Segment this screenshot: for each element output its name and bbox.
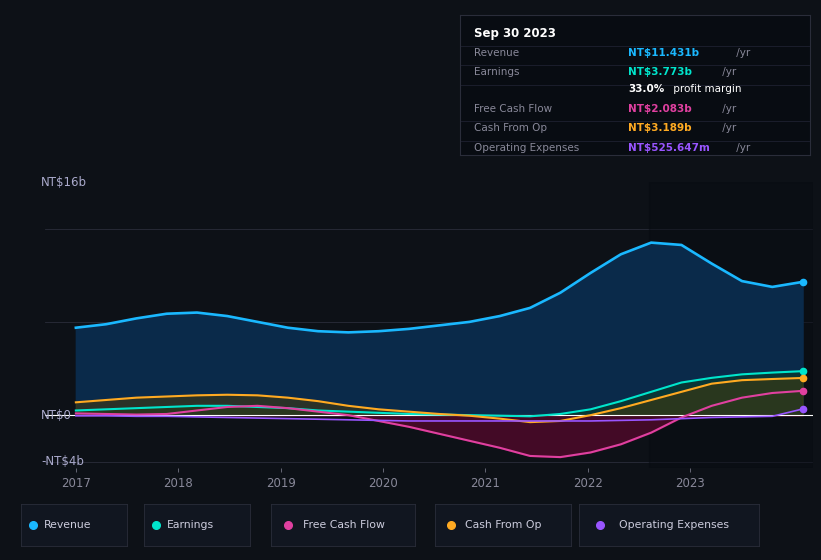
Text: /yr: /yr — [719, 67, 736, 77]
Text: Operating Expenses: Operating Expenses — [474, 143, 580, 153]
Text: -NT$4b: -NT$4b — [41, 455, 84, 468]
Text: Cash From Op: Cash From Op — [474, 123, 547, 133]
Text: 33.0%: 33.0% — [628, 84, 664, 94]
Text: NT$525.647m: NT$525.647m — [628, 143, 710, 153]
Text: Earnings: Earnings — [474, 67, 520, 77]
Text: profit margin: profit margin — [670, 84, 741, 94]
Text: Sep 30 2023: Sep 30 2023 — [474, 27, 556, 40]
Text: Revenue: Revenue — [44, 520, 91, 530]
Text: NT$0: NT$0 — [41, 409, 72, 422]
Text: NT$3.189b: NT$3.189b — [628, 123, 691, 133]
Text: NT$3.773b: NT$3.773b — [628, 67, 692, 77]
Text: Revenue: Revenue — [474, 48, 519, 58]
Text: Cash From Op: Cash From Op — [465, 520, 541, 530]
Text: /yr: /yr — [733, 48, 750, 58]
Text: Operating Expenses: Operating Expenses — [618, 520, 728, 530]
Text: NT$2.083b: NT$2.083b — [628, 104, 692, 114]
Text: Earnings: Earnings — [167, 520, 214, 530]
Text: /yr: /yr — [733, 143, 750, 153]
Text: /yr: /yr — [719, 123, 736, 133]
Bar — [649, 182, 813, 468]
Text: NT$16b: NT$16b — [41, 175, 87, 189]
Text: Free Cash Flow: Free Cash Flow — [474, 104, 553, 114]
Text: Free Cash Flow: Free Cash Flow — [303, 520, 384, 530]
Text: /yr: /yr — [719, 104, 736, 114]
Text: NT$11.431b: NT$11.431b — [628, 48, 699, 58]
